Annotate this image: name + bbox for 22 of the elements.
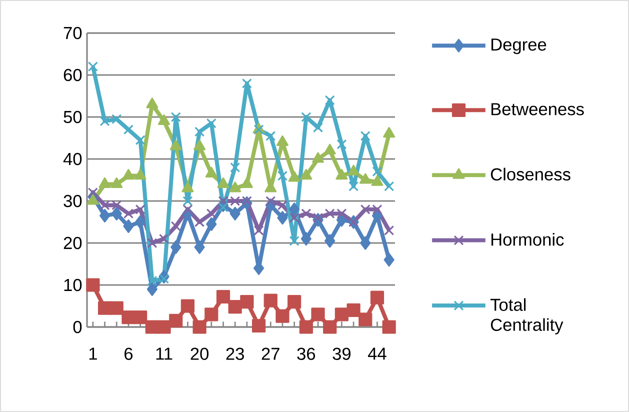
- y-tick-label: 70: [64, 26, 82, 40]
- legend-label: Hormonic: [491, 233, 564, 246]
- x-tick-label: 27: [262, 348, 280, 360]
- x-tick-label: 23: [226, 348, 244, 360]
- legend-label: Betweeness: [491, 103, 584, 116]
- y-tick-label: 30: [64, 194, 82, 208]
- legend-label: Degree: [491, 38, 546, 54]
- legend-label: Total Centrality: [490, 298, 564, 334]
- x-tick-label: 39: [332, 348, 351, 360]
- y-tick-label: 50: [64, 110, 82, 124]
- x-tick-label: 11: [156, 348, 172, 360]
- y-tick-label: 0: [73, 320, 82, 334]
- x-tick-label: 1: [89, 348, 97, 360]
- x-tick-label: 44: [368, 348, 386, 360]
- y-tick-label: 60: [64, 68, 82, 82]
- y-tick-label: 20: [64, 236, 82, 250]
- y-tick-label: 40: [63, 152, 82, 166]
- x-tick-label: 36: [297, 348, 316, 360]
- y-tick-label: 10: [64, 278, 82, 292]
- legend-label: Closeness: [490, 168, 570, 181]
- x-tick-label: 20: [190, 348, 209, 360]
- x-tick-label: 6: [124, 348, 133, 360]
